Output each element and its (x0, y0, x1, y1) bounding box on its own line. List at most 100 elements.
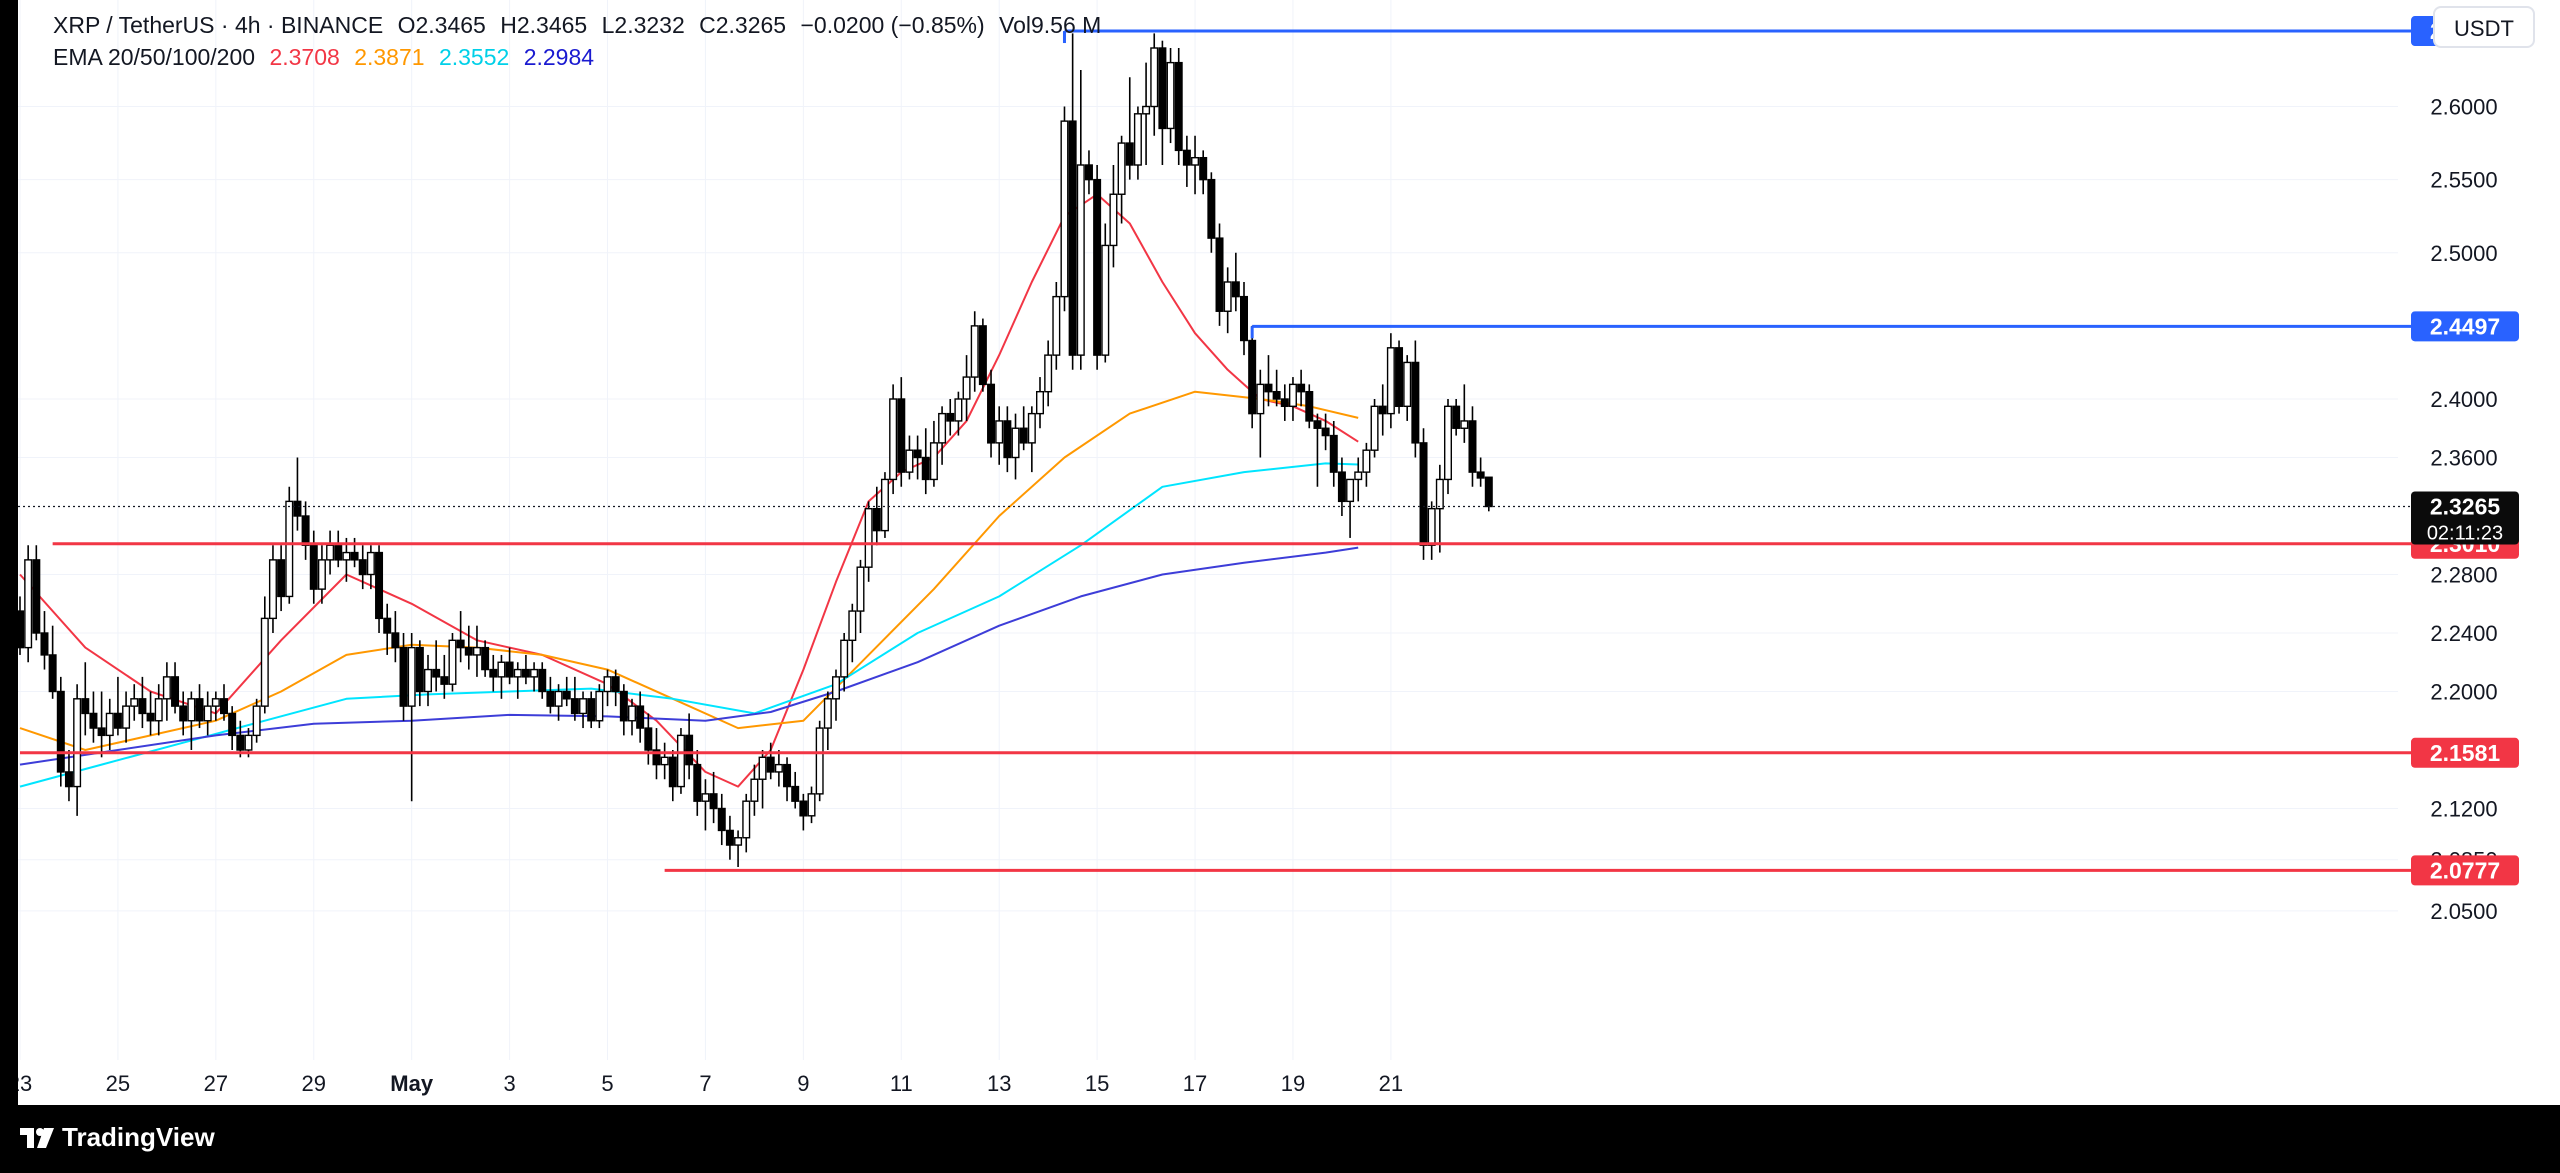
candle-down (538, 668, 547, 693)
candle-up (366, 551, 375, 576)
candle-up (603, 676, 612, 693)
candle-up (579, 698, 588, 715)
candle-down (766, 756, 775, 773)
candle-up (1386, 347, 1395, 415)
support-price-tag (2411, 737, 2519, 768)
candle-down (18, 610, 24, 649)
price-chart[interactable]: 2.6000 2.5500 2.5000 2.4000 2.3600 2.2800 2.24… (18, 0, 2560, 1105)
candle-down (1019, 427, 1028, 444)
change-value: −0.0200 (−0.85%) (800, 12, 985, 38)
candle-down (872, 507, 881, 532)
candle-up (73, 698, 82, 788)
candle-down (913, 449, 922, 459)
candle-up (187, 698, 196, 722)
chart-area[interactable]: 2.6000 2.5500 2.5000 2.4000 2.3600 2.2800 2.24… (18, 0, 2560, 1105)
candle-down (1395, 347, 1404, 408)
candle-down (219, 698, 228, 715)
time-axis[interactable]: 23 25 27 29 May 3 5 7 9 11 13 15 17 19 21 (18, 1071, 1403, 1096)
candle-down (1297, 383, 1306, 393)
ema-legend[interactable]: EMA 20/50/100/200 2.3708 2.3871 2.3552 2… (53, 44, 602, 71)
price-tag-label: 2.4497 (2430, 313, 2500, 339)
candle-down (399, 646, 408, 707)
candle-down (228, 712, 237, 737)
x-tick-label: May (390, 1071, 434, 1096)
candle-down (1084, 164, 1093, 181)
candle-up (676, 734, 685, 788)
candle-down (195, 698, 204, 722)
grid (18, 0, 2398, 1060)
candle-down (1378, 405, 1387, 415)
candle-down (40, 632, 49, 656)
candle-down (1231, 281, 1240, 298)
currency-button[interactable]: USDT (2433, 6, 2535, 48)
y-tick-label: 2.5000 (2430, 241, 2497, 266)
candle-down (693, 763, 702, 802)
candle-down (897, 398, 906, 473)
candle-down (668, 756, 677, 788)
candle-up (929, 442, 938, 481)
candle-down (358, 559, 367, 576)
candle-down (685, 734, 694, 766)
x-tick-label: 29 (302, 1071, 326, 1096)
tradingview-logo[interactable]: TradingView (20, 1122, 215, 1153)
candle-down (440, 676, 449, 685)
ema-label[interactable]: EMA 20/50/100/200 (53, 44, 256, 70)
candle-down (81, 698, 90, 715)
candle-down (1207, 178, 1216, 239)
candle-up (758, 756, 767, 780)
candle-down (783, 763, 792, 788)
candle-down (113, 712, 122, 729)
candle-down (48, 654, 57, 693)
candle-down (1468, 420, 1477, 473)
candle-up (154, 698, 163, 722)
candle-up (1101, 244, 1110, 356)
x-tick-label: 23 (18, 1071, 32, 1096)
ema-lines (19, 193, 1359, 788)
symbol-title[interactable]: XRP / TetherUS · 4h · BINANCE (53, 12, 384, 38)
candle-down (432, 668, 441, 678)
ema100-line (19, 462, 1359, 788)
ema20-line (19, 193, 1359, 788)
candle-down (236, 734, 245, 751)
candle-down (1068, 120, 1077, 356)
x-tick-label: 13 (987, 1071, 1011, 1096)
candle-down (350, 551, 359, 561)
candle-up (1076, 164, 1085, 356)
candle-down (987, 383, 996, 444)
candle-down (277, 559, 286, 598)
x-tick-label: 11 (890, 1071, 913, 1096)
low-value: L2.3232 (601, 12, 685, 38)
candle-down (464, 646, 473, 656)
candle-up (513, 668, 522, 678)
candle-up (162, 676, 171, 700)
candle-up (1370, 405, 1379, 451)
open-value: O2.3465 (397, 12, 486, 38)
support-price-tag (2411, 855, 2519, 886)
candle-down (799, 800, 808, 817)
candle-down (587, 698, 596, 722)
candle-up (342, 551, 351, 561)
x-tick-label: 5 (601, 1071, 613, 1096)
candle-down (171, 676, 180, 707)
candle-up (1354, 471, 1363, 481)
candle-down (1182, 149, 1191, 166)
candle-up (260, 617, 269, 707)
y-tick-label: 2.6000 (2430, 95, 2497, 120)
y-tick-label: 2.4000 (2430, 387, 2497, 412)
candle-down (1337, 471, 1346, 503)
candle-up (970, 325, 979, 378)
candle-down (56, 690, 65, 773)
symbol-legend[interactable]: XRP / TetherUS · 4h · BINANCE O2.3465 H2… (53, 12, 1109, 39)
candle-down (791, 785, 800, 802)
y-tick-label: 2.0500 (2430, 899, 2497, 924)
candle-down (725, 829, 734, 846)
candle-up (244, 734, 253, 751)
candle-down (1452, 405, 1461, 429)
candle-up (1460, 420, 1469, 429)
candle-up (660, 756, 669, 766)
candle-up (130, 698, 139, 707)
candle-up (1036, 390, 1045, 415)
candle-down (146, 712, 155, 722)
candle-down (1280, 398, 1289, 408)
ema200-line (19, 546, 1359, 766)
